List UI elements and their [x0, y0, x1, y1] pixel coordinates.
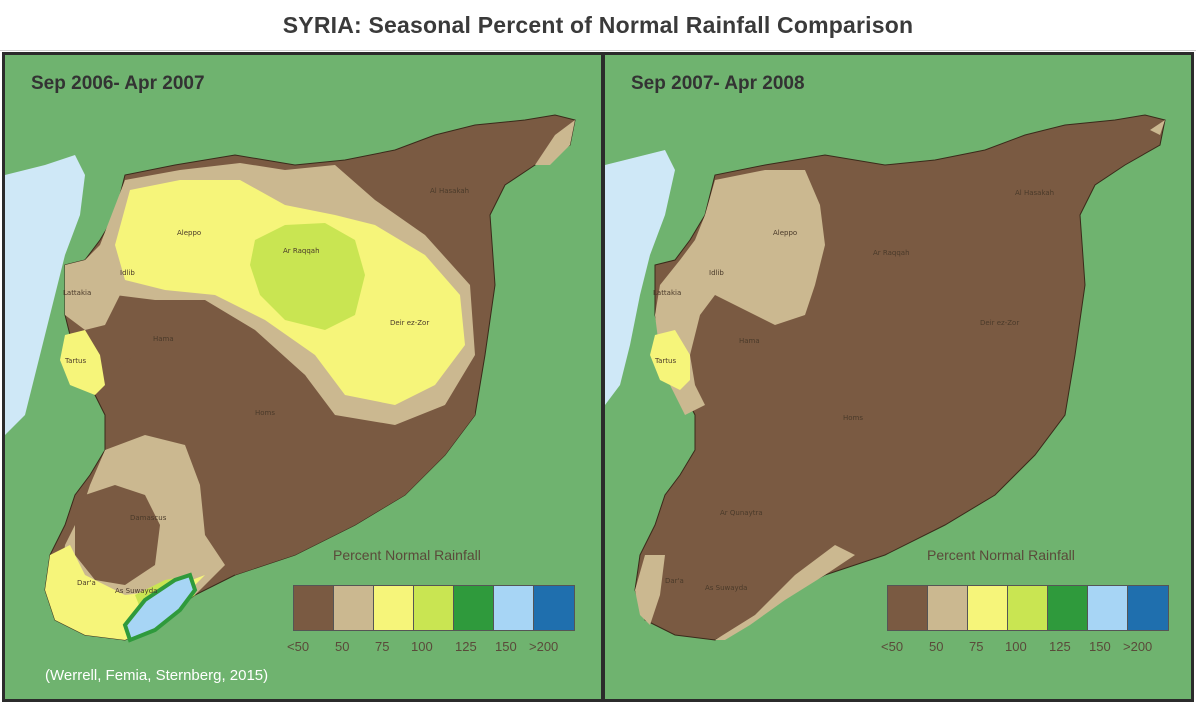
- city-label: Damascus: [130, 514, 167, 522]
- legend-label: 50: [335, 639, 350, 654]
- mediterranean-sea: [5, 155, 85, 435]
- region-50pct-coast: [65, 245, 120, 330]
- legend: Percent Normal Rainfall <50 50 75 100 12…: [881, 547, 1187, 677]
- legend-label: 75: [375, 639, 390, 654]
- region-100pct-center: [250, 223, 365, 330]
- city-label: As Suwayda: [115, 587, 157, 595]
- region-50pct-northeast-tip: [1150, 120, 1165, 135]
- legend-swatch-100: [414, 586, 454, 630]
- legend: Percent Normal Rainfall <50 50 75 100 12…: [287, 547, 593, 677]
- syria-rainfall-map: Aleppo Ar Raqqah Al Hasakah Idlib Lattak…: [5, 114, 576, 643]
- legend-swatches: [887, 585, 1169, 631]
- legend-swatch-50: [334, 586, 374, 630]
- city-label: Idlib: [120, 269, 135, 277]
- city-label: Dar'a: [665, 577, 684, 585]
- legend-label: <50: [287, 639, 310, 654]
- city-label: Hama: [153, 335, 174, 343]
- legend-title: Percent Normal Rainfall: [333, 547, 481, 563]
- city-label: Tartus: [654, 357, 676, 365]
- legend-label: 150: [1089, 639, 1111, 654]
- region-75pct-south: [45, 545, 205, 640]
- city-label: Ar Qunaytra: [720, 509, 763, 517]
- city-label: As Suwayda: [705, 584, 747, 592]
- map-panel-2007-2008: Aleppo Ar Raqqah Al Hasakah Idlib Lattak…: [602, 52, 1194, 702]
- syria-rainfall-map: Aleppo Ar Raqqah Al Hasakah Idlib Lattak…: [605, 114, 1166, 641]
- legend-label: 125: [455, 639, 477, 654]
- source-citation: (Werrell, Femia, Sternberg, 2015): [45, 667, 269, 684]
- legend-label: 50: [929, 639, 944, 654]
- city-label: Idlib: [709, 269, 724, 277]
- city-label: Deir ez-Zor: [980, 319, 1019, 327]
- region-50pct-northeast-tip: [535, 120, 575, 165]
- legend-labels: <50 50 75 100 125 150 >200: [287, 639, 597, 657]
- region-150pct-south: [122, 572, 198, 643]
- legend-swatch-75: [968, 586, 1008, 630]
- region-50pct-southwest: [635, 555, 665, 625]
- legend-swatch-125: [1048, 586, 1088, 630]
- legend-swatch-50: [928, 586, 968, 630]
- legend-labels: <50 50 75 100 125 150 >200: [881, 639, 1191, 657]
- legend-swatch-100: [1008, 586, 1048, 630]
- legend-label: 100: [411, 639, 433, 654]
- city-label: Lattakia: [63, 289, 91, 297]
- legend-label: 75: [969, 639, 984, 654]
- legend-label: 150: [495, 639, 517, 654]
- legend-swatch-125: [454, 586, 494, 630]
- legend-swatches: [293, 585, 575, 631]
- city-label: Deir ez-Zor: [390, 319, 429, 327]
- region-brown-southwest: [75, 485, 160, 585]
- city-label: Homs: [843, 414, 863, 422]
- region-75pct-coast: [60, 330, 105, 395]
- legend-label: >200: [529, 639, 559, 654]
- city-label: Homs: [255, 409, 275, 417]
- period-label: Sep 2006- Apr 2007: [31, 73, 205, 94]
- legend-label: 100: [1005, 639, 1027, 654]
- city-label: Ar Raqqah: [283, 247, 320, 255]
- legend-swatch-above-200: [1128, 586, 1168, 630]
- legend-swatch-150: [494, 586, 534, 630]
- mediterranean-sea: [605, 150, 675, 405]
- legend-swatch-75: [374, 586, 414, 630]
- city-label: Al Hasakah: [1015, 189, 1054, 197]
- legend-label: <50: [881, 639, 904, 654]
- page-title: SYRIA: Seasonal Percent of Normal Rainfa…: [282, 11, 914, 38]
- region-75pct-coast: [650, 330, 690, 390]
- legend-title: Percent Normal Rainfall: [927, 547, 1075, 563]
- legend-label: >200: [1123, 639, 1153, 654]
- legend-swatch-below-50: [294, 586, 334, 630]
- city-label: Hama: [739, 337, 760, 345]
- city-label: Aleppo: [177, 229, 201, 237]
- region-50pct-south: [715, 545, 855, 640]
- city-label: Lattakia: [653, 289, 681, 297]
- title-bar: SYRIA: Seasonal Percent of Normal Rainfa…: [0, 0, 1196, 51]
- city-label: Ar Raqqah: [873, 249, 910, 257]
- city-label: Al Hasakah: [430, 187, 469, 195]
- legend-swatch-below-50: [888, 586, 928, 630]
- city-label: Dar'a: [77, 579, 96, 587]
- city-label: Aleppo: [773, 229, 797, 237]
- period-label: Sep 2007- Apr 2008: [631, 73, 805, 94]
- city-label: Tartus: [64, 357, 86, 365]
- legend-label: 125: [1049, 639, 1071, 654]
- map-panel-2006-2007: Aleppo Ar Raqqah Al Hasakah Idlib Lattak…: [2, 52, 604, 702]
- region-50pct-northwest: [655, 170, 825, 415]
- legend-swatch-150: [1088, 586, 1128, 630]
- legend-swatch-above-200: [534, 586, 574, 630]
